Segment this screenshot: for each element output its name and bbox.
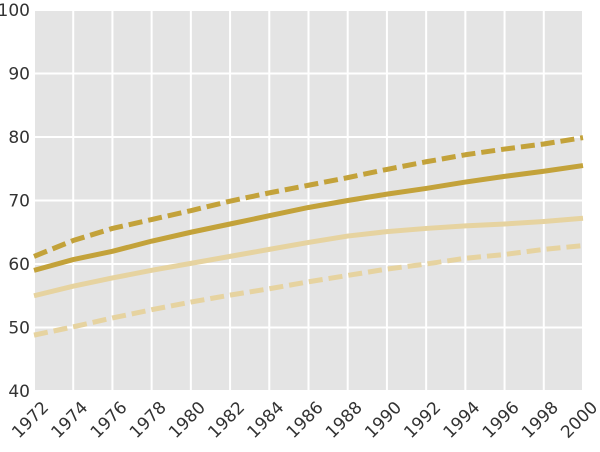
x-tick-label: 1996: [479, 398, 524, 443]
x-tick-label: 2000: [557, 398, 600, 443]
x-tick-label: 1980: [165, 398, 210, 443]
x-tick-label: 1986: [283, 398, 328, 443]
y-tick-label: 80: [8, 128, 30, 148]
series-lines: [33, 135, 584, 338]
y-tick-label: 70: [8, 192, 30, 212]
series-line-2: [33, 163, 584, 273]
x-tick-label: 1978: [126, 398, 171, 443]
x-tick-label: 1976: [87, 398, 132, 443]
x-tick-label: 1990: [361, 398, 406, 443]
series-line-3: [33, 215, 584, 299]
series-line-4: [33, 243, 584, 338]
y-axis-ticks: 40 50 60 70 80 90 100: [0, 1, 30, 402]
x-tick-label: 1982: [204, 398, 249, 443]
y-tick-label: 100: [0, 1, 30, 21]
x-tick-label: 1984: [244, 398, 289, 443]
x-tick-label: 1974: [47, 398, 92, 443]
x-tick-label: 1972: [8, 398, 53, 443]
x-axis-ticks: 1972197419761978198019821984198619881990…: [8, 398, 600, 443]
grid-lines: [33, 9, 584, 392]
x-tick-label: 1992: [400, 398, 445, 443]
y-tick-label: 60: [8, 255, 30, 275]
y-tick-label: 50: [8, 319, 30, 339]
series-line-1: [33, 135, 584, 259]
x-tick-label: 1994: [440, 398, 485, 443]
x-tick-label: 1988: [322, 398, 367, 443]
x-tick-label: 1998: [518, 398, 563, 443]
y-tick-label: 90: [8, 65, 30, 85]
y-tick-label: 40: [8, 382, 30, 402]
